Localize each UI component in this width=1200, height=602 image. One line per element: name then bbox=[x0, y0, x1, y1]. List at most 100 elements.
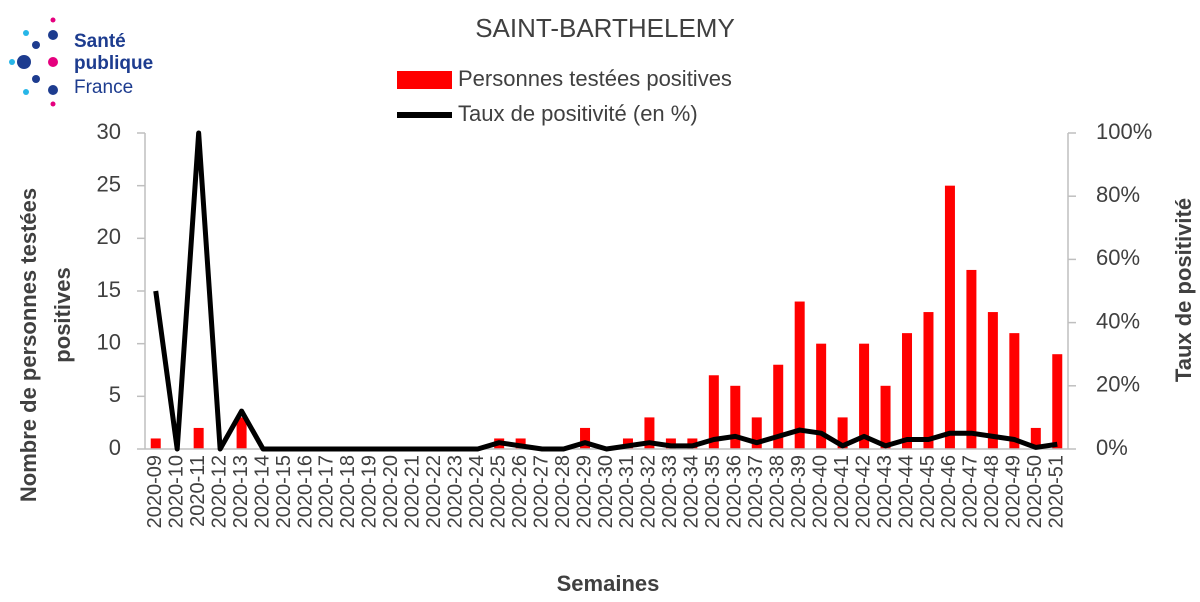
bar bbox=[987, 312, 998, 449]
x-tick-label: 2020-35 bbox=[702, 455, 724, 528]
y2-tick-label: 40% bbox=[1096, 308, 1140, 333]
x-tick-label: 2020-12 bbox=[208, 455, 230, 528]
bar bbox=[730, 385, 741, 449]
logo-text: publique bbox=[74, 53, 153, 74]
bar bbox=[193, 427, 204, 449]
x-tick-label: 2020-21 bbox=[402, 455, 424, 528]
line bbox=[153, 130, 1058, 452]
bar bbox=[236, 417, 247, 449]
x-tick-label: 2020-32 bbox=[638, 455, 660, 528]
y-axis-title: Nombre de personnes testées bbox=[16, 188, 41, 502]
y-tick-label: 10 bbox=[97, 329, 121, 354]
x-tick-label: 2020-50 bbox=[1024, 455, 1046, 528]
x-axis-title: Semaines bbox=[557, 571, 660, 596]
bar bbox=[580, 427, 591, 449]
logo-dot bbox=[48, 85, 58, 95]
bar bbox=[794, 301, 805, 449]
bar bbox=[880, 385, 891, 449]
bar bbox=[923, 312, 934, 449]
y2-tick-label: 0% bbox=[1096, 435, 1128, 460]
x-tick-label: 2020-23 bbox=[445, 455, 467, 528]
y2-tick-label: 80% bbox=[1096, 182, 1140, 207]
logo-dot bbox=[17, 55, 31, 69]
x-tick-label: 2020-11 bbox=[187, 455, 209, 527]
x-tick-label: 2020-49 bbox=[1003, 455, 1025, 528]
x-tick-label: 2020-47 bbox=[960, 455, 982, 528]
logo-dot bbox=[32, 41, 40, 49]
bar bbox=[902, 333, 913, 449]
y2-tick-label: 20% bbox=[1096, 372, 1140, 397]
x-tick-label: 2020-17 bbox=[316, 455, 338, 528]
x-tick-label: 2020-30 bbox=[595, 455, 617, 528]
x-tick-label: 2020-20 bbox=[380, 455, 402, 528]
chart-title: SAINT-BARTHELEMY bbox=[475, 13, 735, 43]
x-tick-label: 2020-36 bbox=[724, 455, 746, 528]
x-tick-label: 2020-48 bbox=[981, 455, 1003, 528]
x-tick-label: 2020-26 bbox=[509, 455, 531, 528]
bar bbox=[644, 417, 655, 449]
x-tick-label: 2020-19 bbox=[359, 455, 381, 528]
x-tick-label: 2020-31 bbox=[616, 455, 638, 528]
x-tick-label: 2020-22 bbox=[423, 455, 445, 528]
logo-dot bbox=[9, 59, 15, 65]
logo-dot bbox=[48, 30, 58, 40]
bar bbox=[708, 375, 719, 449]
logo-dot bbox=[50, 101, 56, 107]
x-tick-label: 2020-28 bbox=[552, 455, 574, 528]
x-tick-label: 2020-39 bbox=[788, 455, 810, 528]
bar bbox=[837, 417, 848, 449]
y2-axis-title: Taux de positivité bbox=[1171, 198, 1196, 382]
logo-dot bbox=[48, 57, 58, 67]
bar bbox=[1009, 333, 1020, 449]
x-tick-label: 2020-45 bbox=[917, 455, 939, 528]
x-tick-label: 2020-16 bbox=[294, 455, 316, 528]
x-tick-label: 2020-42 bbox=[852, 455, 874, 528]
x-tick-label: 2020-13 bbox=[230, 455, 252, 528]
y-axis-title: positives bbox=[50, 267, 75, 362]
x-tick-label: 2020-43 bbox=[874, 455, 896, 528]
y-tick-label: 5 bbox=[109, 382, 121, 407]
bar bbox=[751, 417, 762, 449]
legend-label: Personnes testées positives bbox=[458, 66, 732, 91]
logo-dot bbox=[50, 17, 56, 23]
y2-tick-label: 60% bbox=[1096, 245, 1140, 270]
y-tick-label: 30 bbox=[97, 119, 121, 144]
x-tick-label: 2020-41 bbox=[831, 455, 853, 528]
x-tick-label: 2020-38 bbox=[767, 455, 789, 528]
bar bbox=[150, 438, 161, 449]
x-tick-label: 2020-25 bbox=[487, 455, 509, 528]
x-tick-label: 2020-18 bbox=[337, 455, 359, 528]
legend-swatch bbox=[397, 71, 452, 89]
bar bbox=[859, 343, 870, 449]
bar bbox=[1052, 354, 1063, 449]
x-tick-label: 2020-29 bbox=[573, 455, 595, 528]
bar bbox=[966, 269, 977, 449]
bar bbox=[1030, 427, 1041, 449]
y-tick-label: 25 bbox=[97, 171, 121, 196]
logo-dot bbox=[23, 89, 29, 95]
x-tick-label: 2020-37 bbox=[745, 455, 767, 528]
logo-dot bbox=[23, 30, 29, 36]
x-tick-label: 2020-27 bbox=[530, 455, 552, 528]
logo-dot bbox=[32, 75, 40, 83]
logo-text: France bbox=[74, 77, 133, 98]
x-tick-label: 2020-51 bbox=[1046, 455, 1068, 528]
x-tick-label: 2020-33 bbox=[659, 455, 681, 528]
y2-tick-label: 100% bbox=[1096, 119, 1152, 144]
x-tick-label: 2020-24 bbox=[466, 455, 488, 528]
x-tick-label: 2020-10 bbox=[165, 455, 187, 528]
logo: Santé publique France bbox=[9, 17, 153, 107]
bar bbox=[816, 343, 827, 449]
bar bbox=[773, 364, 784, 449]
x-tick-label: 2020-46 bbox=[938, 455, 960, 528]
x-tick-label: 2020-34 bbox=[681, 455, 703, 528]
x-tick-label: 2020-40 bbox=[809, 455, 831, 528]
x-tick-label: 2020-15 bbox=[273, 455, 295, 528]
logo-text: Santé bbox=[74, 31, 126, 52]
x-tick-label: 2020-14 bbox=[251, 455, 273, 528]
y-tick-label: 20 bbox=[97, 224, 121, 249]
legend-label: Taux de positivité (en %) bbox=[458, 101, 698, 126]
x-tick-label: 2020-09 bbox=[144, 455, 166, 528]
y-tick-label: 0 bbox=[109, 435, 121, 460]
